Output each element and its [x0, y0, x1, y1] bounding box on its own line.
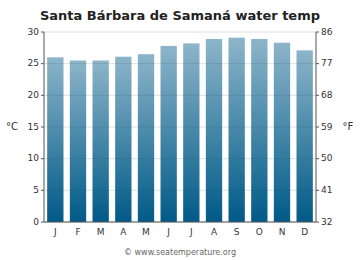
watermark: © www.seatemperature.org: [124, 248, 236, 257]
y-tick-label: 30: [28, 27, 40, 37]
y2-tick: [316, 63, 319, 64]
y-tick: [41, 222, 44, 223]
y2-tick: [316, 222, 319, 223]
y-tick: [41, 63, 44, 64]
bar: [251, 39, 267, 222]
bar: [70, 61, 86, 223]
y-tick-label: 15: [28, 122, 39, 132]
x-tick-label: F: [75, 227, 80, 237]
y-tick-label: 0: [33, 217, 39, 227]
y2-axis-label: °F: [343, 121, 354, 132]
y-tick: [41, 190, 44, 191]
x-tick-label: A: [120, 227, 127, 237]
y2-tick-label: 77: [321, 58, 332, 68]
grid-line: [44, 222, 316, 223]
bar: [47, 57, 63, 222]
y2-tick-label: 68: [321, 90, 333, 100]
y-tick-label: 5: [33, 185, 39, 195]
bar: [274, 43, 290, 222]
x-axis-line: [44, 222, 316, 223]
y2-tick-label: 32: [321, 217, 332, 227]
y2-tick: [316, 190, 319, 191]
y-axis-label: °C: [6, 121, 18, 132]
chart: 0 5 10 15 20 25 30 32 41 50 59 68 77 86 J F M A M J J A S O N D °C…: [0, 0, 360, 260]
y-tick: [41, 158, 44, 159]
x-tick-label: S: [234, 227, 240, 237]
y2-tick-label: 41: [321, 185, 332, 195]
axes: 0 5 10 15 20 25 30 32 41 50 59 68 77 86 J F M A M J J A S O N D: [28, 27, 333, 238]
title: Santa Bárbara de Samaná water temp: [40, 8, 320, 23]
y2-tick: [316, 158, 319, 159]
bar: [183, 43, 199, 222]
bar: [297, 50, 313, 222]
bar: [115, 57, 131, 222]
x-tick-label: O: [256, 227, 263, 237]
x-tick-label: J: [53, 227, 57, 237]
chart-container: 0 5 10 15 20 25 30 32 41 50 59 68 77 86 J F M A M J J A S O N D °C…: [0, 0, 360, 260]
y-tick: [41, 32, 44, 33]
y2-tick-label: 86: [321, 27, 333, 37]
x-tick-label: D: [301, 227, 308, 237]
y-tick: [41, 127, 44, 128]
y2-tick-label: 59: [321, 122, 333, 132]
x-tick-label: M: [97, 227, 105, 237]
grid-line: [44, 32, 316, 33]
x-tick-label: M: [142, 227, 150, 237]
y2-tick-label: 50: [321, 153, 333, 163]
bar: [138, 54, 154, 222]
y-tick-label: 20: [28, 90, 40, 100]
y2-tick: [316, 95, 319, 96]
y-tick-label: 25: [28, 58, 39, 68]
bar: [206, 39, 222, 222]
bars: [47, 38, 313, 222]
y-tick-label: 10: [28, 153, 40, 163]
y2-tick: [316, 32, 319, 33]
grid: [44, 32, 316, 222]
x-tick-label: J: [166, 227, 170, 237]
bar: [93, 61, 109, 223]
bar: [161, 46, 177, 222]
bar: [229, 38, 245, 222]
x-tick-label: A: [211, 227, 218, 237]
y-tick: [41, 95, 44, 96]
y2-tick: [316, 127, 319, 128]
x-tick-label: N: [279, 227, 286, 237]
x-tick-label: J: [189, 227, 193, 237]
